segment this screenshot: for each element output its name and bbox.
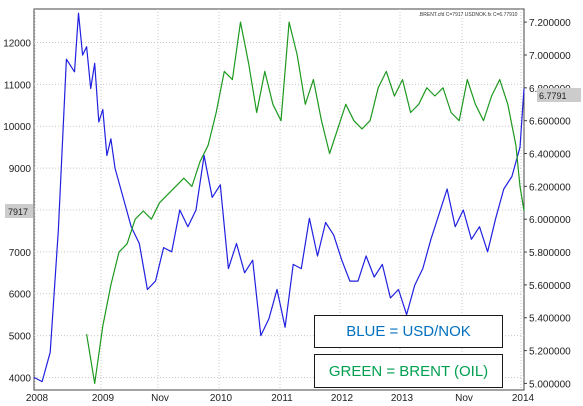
left-last-value-tag: 7917	[8, 207, 28, 217]
legend-usd-nok: BLUE = USD/NOK	[314, 315, 503, 348]
y-left-tick-label: 5000	[9, 332, 32, 343]
x-tick-label: 2011	[271, 393, 293, 404]
x-tick-label: 2013	[391, 393, 414, 404]
series-layer	[33, 12, 525, 384]
y-right-tick-label: 6.400000	[529, 150, 571, 161]
y-right-tick-label: 5.600000	[529, 281, 571, 292]
y-left-tick-label: 7000	[9, 248, 32, 259]
y-left-tick-label: 12000	[3, 38, 31, 49]
x-tick-label: 2008	[26, 393, 49, 404]
y-right-tick-label: 6.600000	[529, 117, 571, 128]
y-left-tick-label: 11000	[4, 80, 32, 91]
y-left-tick-label: 9000	[9, 164, 32, 175]
brent-oil-line	[86, 21, 525, 384]
x-tick-label: Nov	[151, 393, 169, 404]
chart-header-text: .BRENT.cfd C=7917 USDNOK.fx C=6.77910	[419, 12, 518, 18]
y-right-tick-label: 6.200000	[529, 182, 571, 193]
x-tick-label: Nov	[455, 393, 473, 404]
y-right-tick-label: 5.200000	[529, 347, 571, 358]
right-last-value-tag: 6.7791	[539, 91, 567, 101]
legend-brent-oil: GREEN = BRENT (OIL)	[314, 354, 503, 388]
y-right-tick-label: 5.400000	[529, 314, 571, 325]
y-right-tick-label: 7.000000	[529, 51, 571, 62]
grid-layer	[34, 9, 524, 390]
x-tick-label: 2010	[210, 393, 233, 404]
usd-nok-line	[33, 12, 525, 383]
y-left-tick-label: 10000	[3, 122, 31, 133]
x-tick-label: 2012	[331, 393, 354, 404]
y-right-tick-label: 7.200000	[529, 18, 571, 29]
x-tick-label: 2009	[92, 393, 115, 404]
left-last-value-tag-bg	[5, 204, 33, 218]
x-tick-label: 2014	[512, 393, 535, 404]
y-right-tick-label: 5.000000	[529, 379, 571, 390]
y-left-tick-label: 4000	[9, 373, 32, 384]
right-last-value-tag-bg	[537, 88, 581, 102]
tick-layer: 2008 2009 Nov 2010 2011 2012 2013 Nov 2014 4000 50…	[3, 18, 571, 404]
y-right-tick-label: 5.800000	[529, 248, 571, 259]
y-left-tick-label: 6000	[9, 290, 32, 301]
y-right-tick-label: 6.000000	[529, 215, 571, 226]
